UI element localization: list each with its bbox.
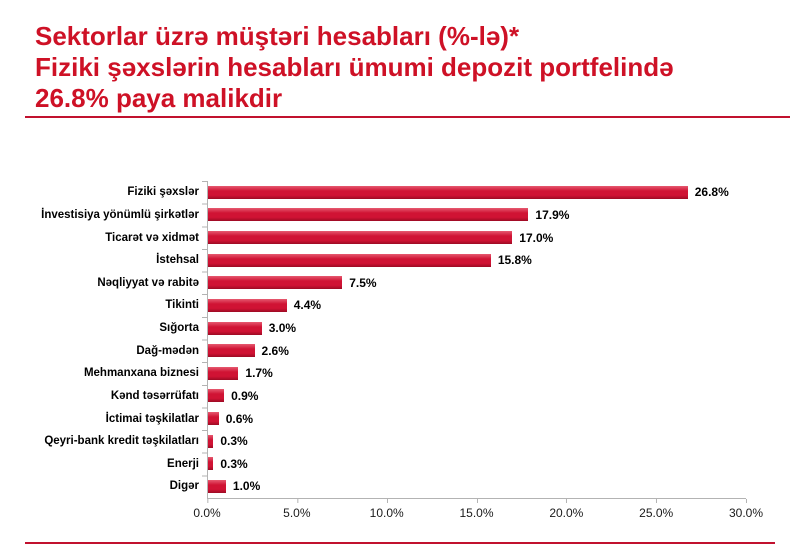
x-axis-tick-label: 20.0% (549, 498, 584, 520)
value-label: 1.0% (232, 479, 261, 494)
bar-track: 2.6% (208, 344, 745, 358)
bar-row: İctimai təşkilatlar 0.6% (0, 407, 800, 430)
bar-track: 15.8% (208, 253, 745, 267)
bar (208, 434, 214, 448)
page-title: Sektorlar üzrə müştəri hesabları (%-lə)*… (35, 21, 780, 114)
x-axis-tick-label: 25.0% (639, 498, 674, 520)
bar (208, 344, 255, 358)
bar-track: 1.7% (208, 366, 745, 380)
bar (208, 389, 225, 403)
bar-row: Tikinti 4.4% (0, 294, 800, 317)
value-label: 2.6% (261, 343, 289, 358)
value-label: 3.0% (268, 321, 297, 336)
bar-row: İnvestisiya yönümlü şirkətlər 17.9% (0, 204, 800, 227)
bar (208, 321, 262, 335)
value-label: 17.0% (519, 230, 554, 245)
x-axis-tick-label: 5.0% (283, 498, 311, 520)
bar-row: Ticarət və xidmət 17.0% (0, 226, 800, 249)
category-label: Sığorta (159, 322, 199, 335)
bar (208, 457, 214, 471)
bar (208, 231, 513, 245)
bar (208, 479, 226, 493)
category-label: Enerji (167, 457, 199, 470)
category-label: Mehmanxana biznesi (83, 367, 199, 380)
value-label: 1.7% (245, 366, 273, 381)
bar-row: Dağ-mədən 2.6% (0, 339, 800, 362)
footer-divider (25, 542, 775, 544)
category-label: Ticarət və xidmət (105, 231, 199, 244)
x-axis-tick-label: 15.0% (459, 498, 494, 520)
category-label: Digər (169, 480, 199, 493)
x-axis-tick-label: 30.0% (728, 498, 764, 520)
category-label: İnvestisiya yönümlü şirkətlər (41, 208, 199, 221)
bar-rows: Fiziki şəxslər 26.8% İnvestisiya yönümlü… (0, 181, 800, 498)
bar-track: 17.0% (208, 231, 745, 245)
category-label: Kənd təsərrüfatı (110, 389, 199, 402)
value-label: 0.3% (220, 456, 248, 471)
bar-row: Mehmanxana biznesi 1.7% (0, 362, 800, 385)
page-title-line-3: 26.8% paya malikdir (35, 83, 283, 113)
bar (208, 253, 491, 267)
bar (208, 298, 287, 312)
bar-track: 17.9% (208, 208, 745, 222)
x-axis-tick-label: 10.0% (369, 498, 404, 520)
bar (208, 276, 343, 290)
title-divider (25, 116, 790, 118)
bar-row: Fiziki şəxslər 26.8% (0, 181, 800, 204)
bar-track: 3.0% (208, 321, 745, 335)
value-label: 15.8% (497, 253, 532, 268)
bar-track: 0.3% (208, 434, 745, 448)
bar-row: Kənd təsərrüfatı 0.9% (0, 385, 800, 408)
category-label: Dağ-mədən (136, 344, 199, 357)
category-label: Fiziki şəxslər (127, 186, 199, 199)
category-label: İstehsal (156, 254, 199, 267)
value-label: 26.8% (694, 185, 729, 200)
value-label: 0.9% (231, 388, 259, 403)
bar-track: 1.0% (208, 479, 745, 493)
category-label: Tikinti (165, 299, 199, 312)
x-axis: 0.0% 5.0% 10.0% 15.0% 20.0% 25.0% 30.0% (193, 497, 763, 524)
value-label: 0.6% (225, 411, 254, 426)
y-axis-ticks (202, 181, 207, 498)
bar (208, 208, 529, 222)
category-label: Qeyri-bank kredit təşkilatları (44, 435, 199, 448)
category-label: İctimai təşkilatlar (105, 412, 199, 425)
bar-row: Digər 1.0% (0, 475, 800, 498)
page-title-line-2: Fiziki şəxslərin hesabları ümumi depozit… (35, 52, 674, 82)
bar-row: Enerji 0.3% (0, 453, 800, 476)
bar-track: 0.3% (208, 457, 745, 471)
x-axis-tick-label: 0.0% (193, 498, 221, 520)
bar-track: 7.5% (208, 276, 745, 290)
bar-chart: Fiziki şəxslər 26.8% İnvestisiya yönümlü… (0, 181, 800, 524)
bar (208, 366, 239, 380)
value-label: 17.9% (535, 207, 570, 222)
bar-track: 0.6% (208, 412, 745, 426)
bar-row: İstehsal 15.8% (0, 249, 800, 272)
bar-row: Qeyri-bank kredit təşkilatları 0.3% (0, 430, 800, 453)
bar-row: Nəqliyyat və rabitə 7.5% (0, 272, 800, 295)
bar-row: Sığorta 3.0% (0, 317, 800, 340)
bar-track: 26.8% (208, 185, 745, 199)
y-axis-line (207, 181, 208, 498)
bar (208, 185, 688, 199)
bar-track: 4.4% (208, 298, 745, 312)
value-label: 0.3% (220, 434, 248, 449)
category-label: Nəqliyyat və rabitə (97, 276, 199, 289)
page-title-line-1: Sektorlar üzrə müştəri hesabları (%-lə)* (35, 21, 520, 51)
value-label: 4.4% (293, 298, 322, 313)
bar-track: 0.9% (208, 389, 745, 403)
bar (208, 412, 219, 426)
value-label: 7.5% (349, 275, 377, 290)
